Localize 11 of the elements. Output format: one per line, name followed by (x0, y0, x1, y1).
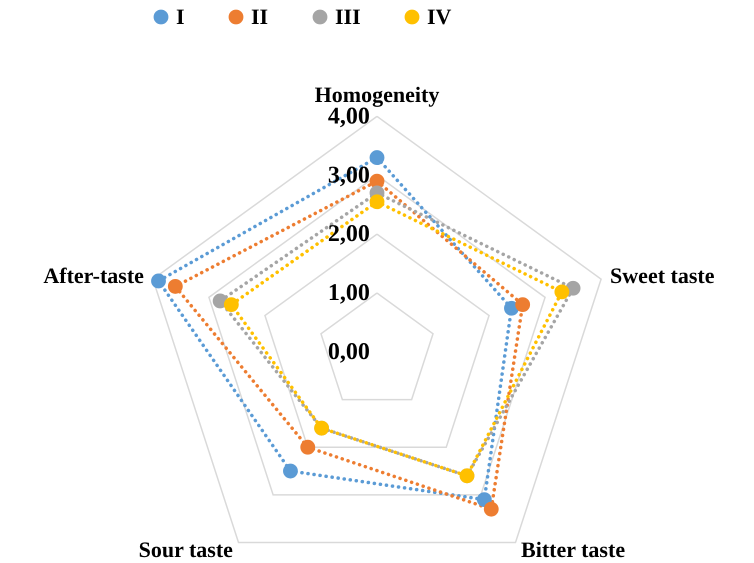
spoke-label: Sweet taste (610, 263, 715, 288)
y-tick-label: 1,00 (328, 280, 370, 306)
legend-label: II (251, 4, 268, 29)
legend-label: I (176, 4, 185, 29)
y-tick-label: 0,00 (328, 338, 370, 365)
spoke-label: Sour taste (138, 537, 234, 562)
spoke-label: After-taste (43, 263, 144, 288)
legend-label: III (335, 4, 361, 29)
legend-label: IV (427, 4, 452, 29)
spoke-label: Bitter taste (521, 537, 626, 562)
y-tick-label: 2,00 (328, 221, 370, 248)
